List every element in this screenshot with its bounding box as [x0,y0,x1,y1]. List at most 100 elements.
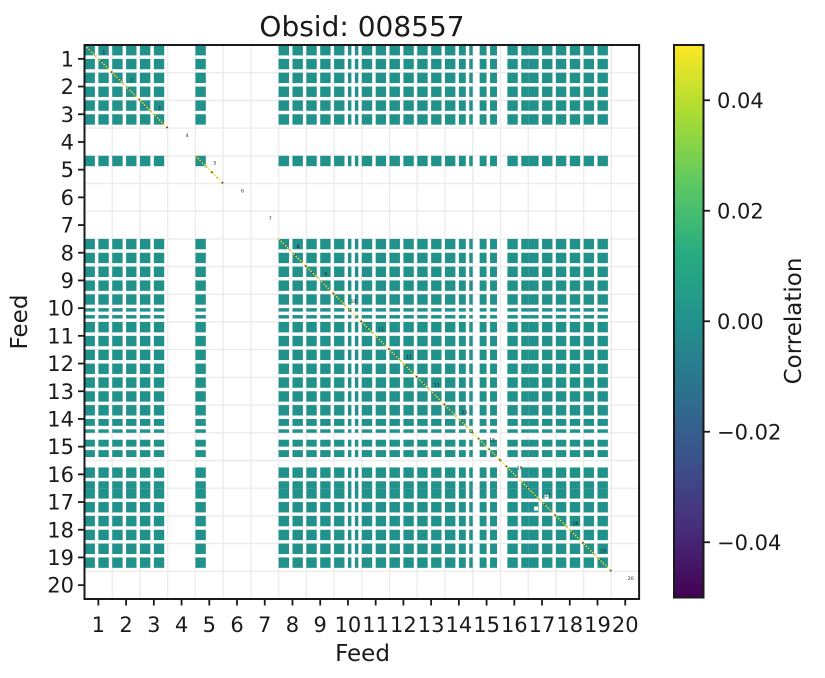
heatmap-cell [458,294,466,305]
heatmap-cell [139,557,151,568]
heatmap-cell [597,238,608,250]
heatmap-cell [528,543,539,554]
heatmap-cell [542,252,553,264]
heatmap-cell [458,450,466,458]
heatmap-cell [403,266,414,277]
heatmap-cell [479,429,487,433]
heatmap-cell [479,335,487,347]
heatmap-cell [278,86,290,97]
heatmap-cell [153,391,165,402]
heatmap-cell [507,45,518,56]
colorbar: 0.04 0.02 0.00 −0.02 −0.04 Correlation [673,44,807,599]
heatmap-cell [417,450,428,458]
y-tick-label: 8 [61,241,74,265]
heatmap-cell [469,114,473,125]
heatmap-cell [347,488,352,499]
heatmap-cell [112,529,123,541]
heatmap-cell [139,467,151,478]
heatmap-cell [347,252,352,264]
x-tick-label: 3 [147,613,160,637]
heatmap-cell [417,58,428,70]
heatmap-cell [569,45,581,56]
heatmap-cell [555,467,567,478]
heatmap-cell [528,515,539,527]
heatmap-cell [361,450,373,458]
heatmap-cell [555,488,567,499]
heatmap-cell [139,488,151,499]
heatmap-cell [417,252,428,264]
heatmap-cell [431,294,442,305]
heatmap-cell [84,308,95,312]
heatmap-cell [469,418,473,426]
heatmap-cell [417,418,428,426]
heatmap-cell [458,155,466,167]
heatmap-cell [431,322,442,333]
heatmap-cell [153,467,165,478]
heatmap-cell [528,322,539,333]
heatmap-cell [389,100,400,111]
heatmap-cell [126,58,137,70]
heatmap-cell [521,114,529,125]
heatmap-cell [84,252,95,264]
heatmap-cell [306,315,317,319]
heatmap-cell [153,363,165,374]
heatmap-cell [361,543,373,554]
heatmap-cell [521,502,529,513]
heatmap-cell [361,391,373,402]
heatmap-cell [153,280,165,291]
heatmap-cell [139,315,151,319]
heatmap-cell [403,252,414,264]
colorbar-gradient [673,44,705,599]
heatmap-cell [403,114,414,125]
y-tick-label: 15 [47,435,74,459]
heatmap-cell [555,502,567,513]
heatmap-cell [431,58,442,70]
heatmap-cell [278,450,290,458]
y-tick-label: 7 [61,214,74,238]
heatmap-cell [98,467,109,478]
heatmap-cell [479,377,487,388]
heatmap-cell [479,543,487,554]
heatmap-cell [569,58,581,70]
heatmap-cell [195,114,206,125]
heatmap-cell [195,429,206,433]
heatmap-cell [528,252,539,264]
heatmap-cell [431,335,442,347]
heatmap-cell [528,418,539,426]
heatmap-cell [375,529,387,541]
heatmap-cell [320,58,331,70]
heatmap-cell [306,100,317,111]
heatmap-cell [569,114,581,125]
heatmap-cell [375,391,387,402]
heatmap-cell [334,45,345,56]
heatmap-cell [403,294,414,305]
heatmap-cell [354,405,359,416]
heatmap-cell [479,363,487,374]
heatmap-cell [126,467,137,478]
heatmap-cell [361,252,373,264]
heatmap-cell [375,45,387,56]
heatmap-cell [479,252,487,264]
heatmap-cell [431,377,442,388]
heatmap-cell [542,72,553,84]
diagonal-feed-number: 7 [269,216,272,222]
heatmap-cell [444,335,456,347]
heatmap-cell [479,294,487,305]
heatmap-cell [84,377,95,388]
heatmap-cell [583,315,595,319]
heatmap-cell [389,467,400,478]
heatmap-cell [490,557,497,568]
heatmap-cell [458,238,466,250]
heatmap-cell [126,322,137,333]
heatmap-cell [555,377,567,388]
x-tick-label: 5 [203,613,216,637]
heatmap-cell [153,58,165,70]
heatmap-cell [112,280,123,291]
heatmap-cell [292,515,303,527]
diagonal-yellow-segment [444,404,474,434]
heatmap-cell [569,439,581,447]
heatmap-cell [417,529,428,541]
heatmap-cell [361,467,373,478]
heatmap-cell [389,155,400,167]
heatmap-cell [521,488,529,499]
